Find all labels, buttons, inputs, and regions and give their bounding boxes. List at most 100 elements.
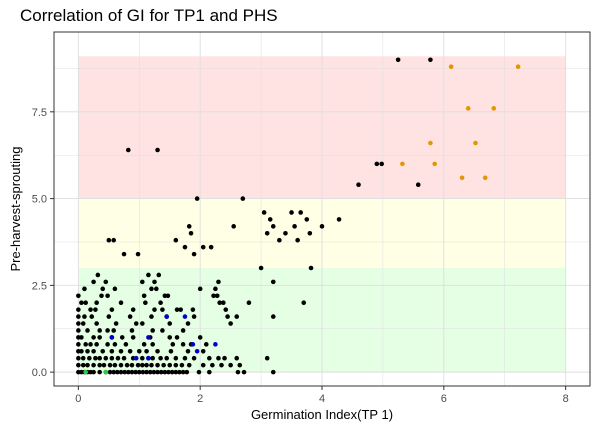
data-point xyxy=(76,321,81,326)
data-point xyxy=(307,230,313,236)
data-point xyxy=(237,362,243,368)
data-point xyxy=(234,314,240,319)
data-point xyxy=(374,161,380,167)
data-point xyxy=(210,362,215,368)
data-point xyxy=(133,369,138,375)
data-point xyxy=(356,182,361,188)
data-point xyxy=(216,279,221,285)
data-point xyxy=(123,342,129,347)
data-point xyxy=(100,348,106,354)
data-point xyxy=(240,196,246,201)
data-point xyxy=(103,355,109,361)
data-point xyxy=(80,362,86,368)
data-point xyxy=(103,369,109,375)
data-point xyxy=(109,348,115,354)
data-point xyxy=(491,106,497,111)
data-point xyxy=(196,369,202,375)
data-point xyxy=(211,293,216,299)
data-point xyxy=(167,335,173,340)
data-point xyxy=(395,57,401,63)
data-point xyxy=(191,251,197,257)
data-point xyxy=(133,321,139,326)
data-point xyxy=(167,321,173,326)
data-point xyxy=(173,237,179,243)
data-point xyxy=(76,314,81,319)
data-point xyxy=(91,348,96,354)
data-point xyxy=(235,369,241,375)
data-point xyxy=(473,140,478,146)
data-point xyxy=(129,369,135,375)
x-tick-label: 2 xyxy=(197,393,203,405)
data-point xyxy=(223,307,229,312)
data-point xyxy=(213,342,218,347)
data-point xyxy=(160,307,165,312)
data-point xyxy=(169,369,175,375)
data-point xyxy=(144,362,149,368)
data-point xyxy=(156,272,162,278)
data-point xyxy=(91,279,96,285)
data-point xyxy=(216,355,221,361)
data-point xyxy=(107,369,113,375)
data-point xyxy=(164,314,169,319)
data-point xyxy=(105,293,110,299)
data-point xyxy=(165,293,171,299)
data-point xyxy=(76,355,81,361)
data-point xyxy=(228,362,233,368)
data-point xyxy=(207,369,212,375)
data-point xyxy=(234,355,240,361)
data-point xyxy=(151,369,157,375)
data-point xyxy=(270,224,276,229)
data-point xyxy=(162,369,168,375)
data-point xyxy=(85,328,90,333)
data-point xyxy=(152,279,157,285)
data-point xyxy=(179,362,185,368)
data-point xyxy=(149,362,154,368)
data-point xyxy=(170,342,176,347)
data-point xyxy=(109,335,115,340)
data-point xyxy=(185,321,191,326)
data-point xyxy=(155,362,160,368)
data-point xyxy=(295,237,300,243)
data-point xyxy=(448,64,454,70)
data-point xyxy=(258,265,264,271)
data-point xyxy=(379,161,384,167)
data-point xyxy=(200,362,206,368)
data-point xyxy=(200,244,206,250)
data-point xyxy=(277,237,282,243)
data-point xyxy=(308,265,314,271)
data-point xyxy=(190,342,196,347)
data-point xyxy=(180,328,186,333)
data-point xyxy=(177,369,182,375)
data-point xyxy=(76,342,81,347)
data-point xyxy=(292,224,297,229)
data-point xyxy=(149,286,154,292)
data-point xyxy=(267,217,273,222)
data-point xyxy=(106,237,112,243)
data-point xyxy=(100,286,106,292)
data-point xyxy=(130,307,136,312)
data-point xyxy=(135,362,141,368)
data-point xyxy=(178,307,183,312)
data-point xyxy=(111,369,116,375)
data-point xyxy=(140,369,146,375)
data-point xyxy=(241,369,247,375)
data-point xyxy=(113,321,119,326)
data-point xyxy=(155,369,160,375)
data-point xyxy=(428,57,433,63)
data-point xyxy=(261,210,267,215)
data-point xyxy=(304,217,310,222)
data-point xyxy=(91,362,96,368)
data-point xyxy=(190,307,196,312)
data-point xyxy=(217,300,222,306)
data-point xyxy=(140,355,145,361)
data-point xyxy=(107,362,113,368)
axis-ticks: 0 2 4 6 8 0.0 2.5 5.0 7.5 xyxy=(32,107,569,405)
data-point xyxy=(186,362,192,368)
x-tick-label: 4 xyxy=(319,393,325,405)
data-point xyxy=(93,307,98,312)
data-point xyxy=(121,355,127,361)
data-point xyxy=(188,230,194,236)
data-point xyxy=(147,369,153,375)
data-point xyxy=(115,369,120,375)
y-axis-title: Pre-harvest-sprouting xyxy=(8,147,23,272)
